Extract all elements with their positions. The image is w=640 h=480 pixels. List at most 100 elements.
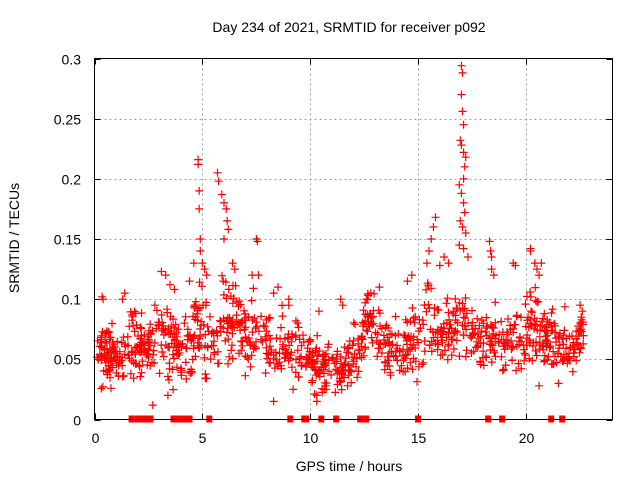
data-point <box>228 259 237 268</box>
data-point <box>196 247 205 255</box>
data-point <box>498 366 507 375</box>
data-point <box>508 343 517 352</box>
data-point <box>343 344 352 353</box>
data-point <box>137 324 146 333</box>
data-point <box>394 329 403 338</box>
data-point <box>163 391 172 400</box>
data-point <box>444 259 453 268</box>
data-point <box>312 397 321 406</box>
data-point <box>201 330 210 339</box>
data-point <box>385 349 394 357</box>
data-point <box>202 374 211 383</box>
data-point <box>526 247 535 255</box>
data-point <box>406 358 415 367</box>
data-point <box>217 190 226 199</box>
data-point <box>420 337 429 345</box>
data-point <box>234 302 243 311</box>
data-point <box>453 318 462 327</box>
data-point <box>315 307 323 316</box>
data-point <box>228 341 236 350</box>
data-point <box>351 320 360 329</box>
data-point <box>180 319 189 328</box>
data-point <box>352 354 361 363</box>
data-point <box>262 327 271 336</box>
data-point <box>501 341 510 350</box>
data-point <box>461 229 470 237</box>
data-point <box>196 235 205 243</box>
data-point <box>224 359 232 368</box>
data-point <box>283 333 292 342</box>
data-point <box>181 312 190 321</box>
data-point <box>167 322 176 331</box>
data-point <box>441 346 449 355</box>
data-point <box>500 339 509 348</box>
data-point <box>321 352 330 360</box>
data-point <box>559 340 568 349</box>
data-point <box>131 359 140 368</box>
data-point <box>458 305 467 314</box>
x-tick-label: 5 <box>199 430 207 446</box>
data-point <box>237 337 246 346</box>
data-point <box>397 361 406 370</box>
data-point <box>336 378 345 387</box>
data-point <box>101 358 110 367</box>
data-point <box>287 363 296 372</box>
data-point <box>132 321 141 330</box>
data-point <box>535 271 544 280</box>
data-point <box>532 351 541 360</box>
data-point <box>248 328 257 337</box>
data-point <box>190 302 199 311</box>
chart-title: Day 234 of 2021, SRMTID for receiver p09… <box>212 19 485 35</box>
data-point <box>137 309 146 317</box>
data-point <box>228 354 237 363</box>
data-point <box>418 316 427 325</box>
data-point <box>118 372 127 381</box>
data-point <box>535 381 544 390</box>
data-point <box>471 343 480 352</box>
data-point <box>319 360 328 368</box>
data-point <box>266 334 275 343</box>
data-point <box>374 306 383 315</box>
data-point <box>126 369 135 378</box>
data-point <box>431 213 440 222</box>
data-point <box>146 329 155 338</box>
data-point <box>108 319 116 328</box>
data-point <box>579 331 588 340</box>
data-point <box>443 294 452 303</box>
data-point <box>251 324 260 332</box>
data-point <box>406 317 415 326</box>
data-point <box>373 330 382 339</box>
data-point <box>463 253 472 261</box>
data-point <box>474 329 482 337</box>
data-point <box>442 333 451 342</box>
data-point <box>459 148 468 157</box>
data-point <box>520 356 529 365</box>
data-point <box>445 324 454 333</box>
data-point <box>224 285 233 294</box>
y-tick-label: 0.3 <box>62 52 82 68</box>
data-point <box>335 367 343 376</box>
data-point <box>342 348 351 357</box>
data-point <box>568 367 577 376</box>
data-point <box>182 344 191 353</box>
data-point <box>498 328 507 337</box>
data-point <box>202 271 211 280</box>
data-point <box>455 180 464 189</box>
data-point <box>359 306 368 315</box>
data-point <box>182 375 191 383</box>
data-point <box>481 352 490 361</box>
data-point <box>512 312 521 321</box>
data-point <box>173 363 181 372</box>
data-point <box>381 340 390 349</box>
data-point <box>455 241 464 249</box>
data-point <box>539 345 548 354</box>
data-point <box>322 379 331 388</box>
data-point <box>216 316 224 325</box>
data-point <box>459 174 468 183</box>
data-point <box>157 311 166 319</box>
data-point <box>393 344 402 353</box>
data-point <box>456 136 465 145</box>
data-point <box>353 373 362 382</box>
data-point <box>101 337 110 346</box>
